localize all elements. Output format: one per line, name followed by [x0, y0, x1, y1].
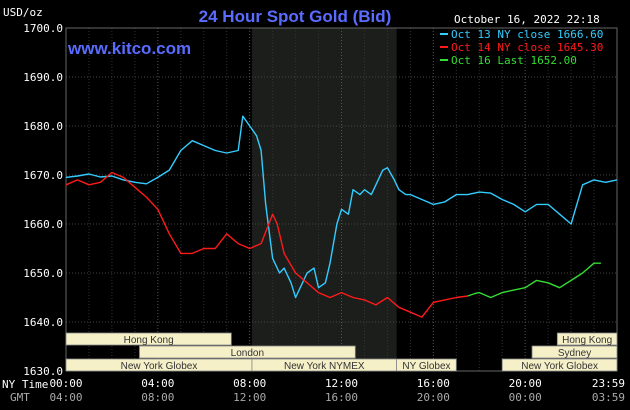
session-bar — [396, 358, 457, 372]
x-tick-label-ny: 16:00 — [417, 377, 450, 390]
session-label: Hong Kong — [124, 335, 174, 346]
y-axis-label: USD/oz — [3, 6, 43, 19]
x-tick-label-gmt: 08:00 — [141, 391, 174, 404]
timestamp: October 16, 2022 22:18 — [454, 13, 600, 26]
y-tick-label: 1680.0 — [23, 120, 63, 133]
chart-title: 24 Hour Spot Gold (Bid) — [199, 7, 392, 26]
session-label: NY Globex — [402, 361, 450, 372]
y-tick-label: 1650.0 — [23, 267, 63, 280]
x-tick-label-gmt: 03:59 — [592, 391, 625, 404]
x-tick-label-gmt: 00:00 — [509, 391, 542, 404]
session-label: New York Globex — [521, 361, 598, 372]
legend-entry-2: Oct 16 Last 1652.00 — [451, 54, 577, 67]
session-label: London — [231, 348, 264, 359]
y-tick-label: 1700.0 — [23, 22, 63, 35]
website-label: www.kitco.com — [67, 39, 191, 58]
nymex-highlight-band — [251, 28, 397, 371]
series-line-1 — [65, 171, 468, 318]
legend-entry-1: Oct 14 NY close 1645.30 — [451, 41, 603, 54]
x-tick-label-ny: 20:00 — [509, 377, 542, 390]
session-bar — [501, 358, 618, 372]
session-label: Hong Kong — [562, 335, 612, 346]
y-tick-label: 1640.0 — [23, 316, 63, 329]
session-bar — [65, 332, 232, 346]
x-tick-label-gmt: 12:00 — [233, 391, 266, 404]
x-tick-label-ny: 08:00 — [233, 377, 266, 390]
session-bar — [556, 332, 618, 346]
session-bar — [139, 345, 356, 359]
series-line-2 — [467, 262, 601, 299]
x-tick-label-gmt: 04:00 — [49, 391, 82, 404]
series-line-0 — [65, 115, 618, 299]
x-tick-label-ny: 12:00 — [325, 377, 358, 390]
session-label: New York NYMEX — [284, 361, 365, 372]
y-tick-label: 1660.0 — [23, 218, 63, 231]
session-label: Sydney — [558, 348, 591, 359]
x-tick-label-gmt: 20:00 — [417, 391, 450, 404]
x-tick-label-gmt: 16:00 — [325, 391, 358, 404]
ny-time-label: NY Time — [2, 378, 48, 391]
session-bar — [531, 345, 618, 359]
x-tick-label-ny: 00:00 — [49, 377, 82, 390]
legend-entry-0: Oct 13 NY close 1666.60 — [451, 28, 603, 41]
y-tick-label: 1670.0 — [23, 169, 63, 182]
gmt-label: GMT — [10, 391, 30, 404]
y-tick-label: 1630.0 — [23, 365, 63, 378]
x-tick-label-ny: 04:00 — [141, 377, 174, 390]
y-tick-label: 1690.0 — [23, 71, 63, 84]
session-label: New York Globex — [121, 361, 198, 372]
x-tick-label-ny: 23:59 — [592, 377, 625, 390]
